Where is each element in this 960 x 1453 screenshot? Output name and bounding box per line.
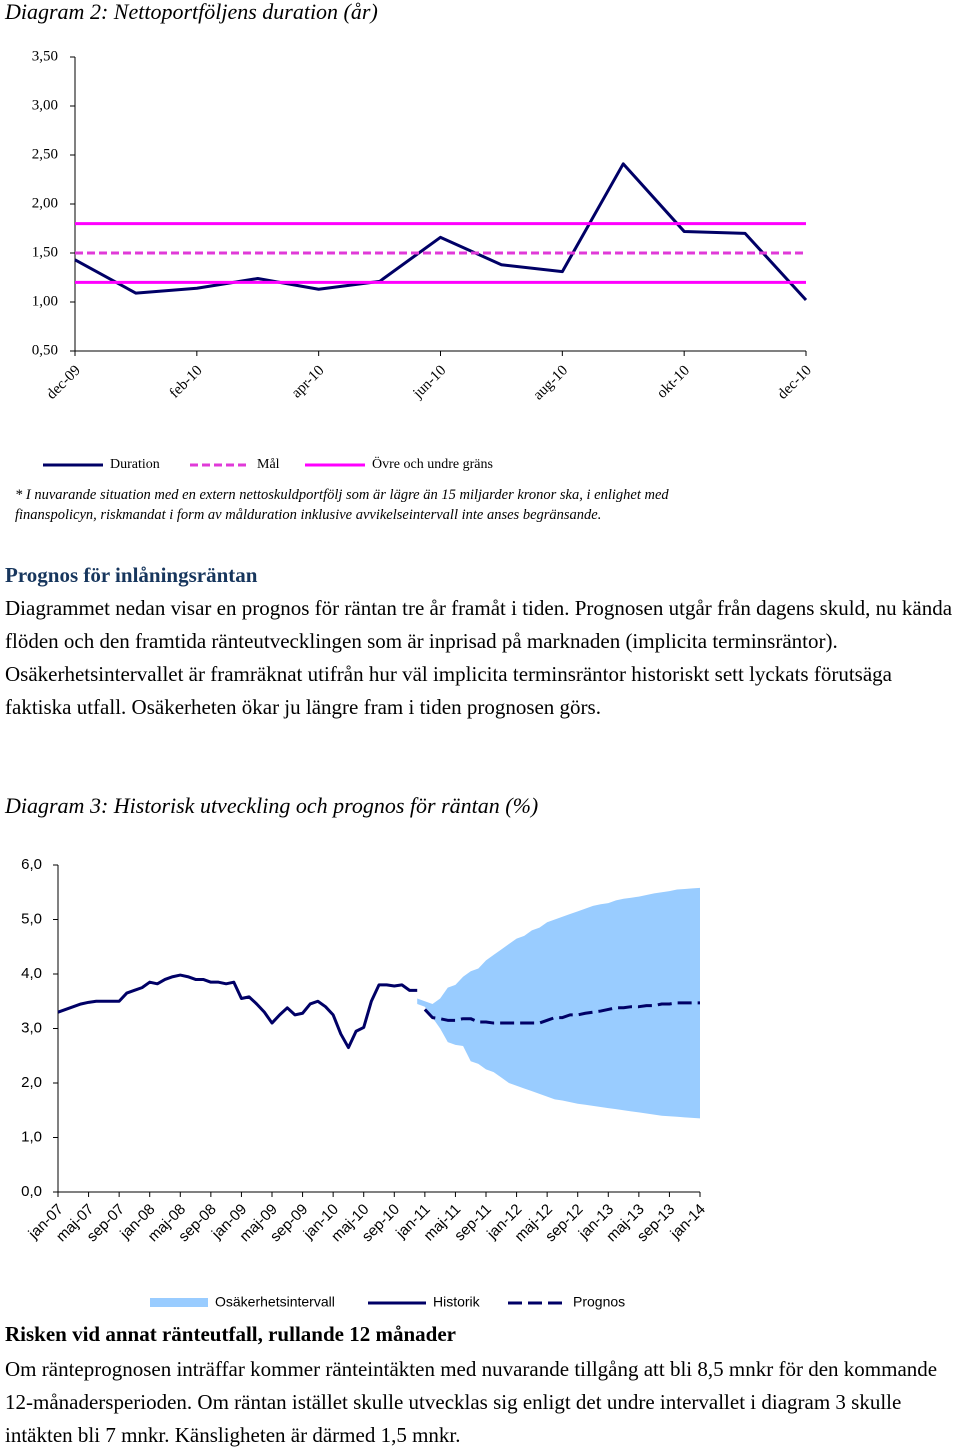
legend-label: Historik — [433, 1294, 481, 1310]
legend-label: Övre och undre gräns — [372, 455, 493, 472]
y-tick-label: 1,0 — [21, 1128, 42, 1145]
interval-area — [417, 887, 700, 1119]
series-line — [57, 973, 418, 1050]
x-tick-label: apr-10 — [289, 363, 328, 402]
y-tick-label: 0,0 — [21, 1183, 42, 1200]
y-tick-label: 6,0 — [21, 856, 42, 873]
x-tick-label: aug-10 — [530, 363, 571, 404]
legend-label: Osäkerhetsintervall — [215, 1294, 335, 1310]
series-line — [423, 1001, 700, 1025]
legend-label: Prognos — [573, 1294, 625, 1310]
y-tick-label: 3,50 — [32, 48, 58, 64]
footnote: * I nuvarande situation med en extern ne… — [15, 487, 669, 523]
x-tick-label: jan-14 — [667, 1201, 709, 1243]
chart-title: Diagram 3: Historisk utveckling och prog… — [4, 793, 538, 818]
legend-swatch — [150, 1298, 208, 1307]
chart: Diagram 3: Historisk utveckling och prog… — [4, 793, 709, 1310]
legend-label: Mål — [257, 457, 280, 472]
chart-title: Diagram 2: Nettoportföljens duration (år… — [4, 0, 378, 24]
x-tick-label: okt-10 — [654, 363, 693, 402]
y-tick-label: 0,50 — [32, 342, 58, 358]
x-tick-label: dec-10 — [775, 363, 815, 403]
x-tick-label: feb-10 — [167, 363, 206, 402]
y-tick-label: 2,0 — [21, 1074, 42, 1091]
y-tick-label: 3,0 — [21, 1019, 42, 1036]
section-heading: Prognos för inlåningsräntan — [5, 563, 258, 587]
section-heading: Risken vid annat ränteutfall, rullande 1… — [5, 1322, 456, 1346]
y-tick-label: 1,50 — [32, 244, 58, 260]
paragraph: Om ränteprognosen inträffar kommer ränte… — [5, 1357, 938, 1447]
y-tick-label: 5,0 — [21, 910, 42, 927]
paragraph: Diagrammet nedan visar en prognos för rä… — [5, 596, 953, 719]
y-tick-label: 3,00 — [32, 97, 58, 113]
y-tick-label: 4,0 — [21, 965, 42, 982]
y-tick-label: 1,00 — [32, 293, 58, 309]
legend-label: Duration — [110, 457, 160, 472]
x-tick-label: jun-10 — [410, 363, 450, 403]
y-tick-label: 2,50 — [32, 146, 58, 162]
series-line — [74, 162, 808, 302]
chart: Diagram 2: Nettoportföljens duration (år… — [4, 0, 815, 472]
y-tick-label: 2,00 — [32, 195, 58, 211]
x-tick-label: dec-09 — [44, 363, 84, 403]
